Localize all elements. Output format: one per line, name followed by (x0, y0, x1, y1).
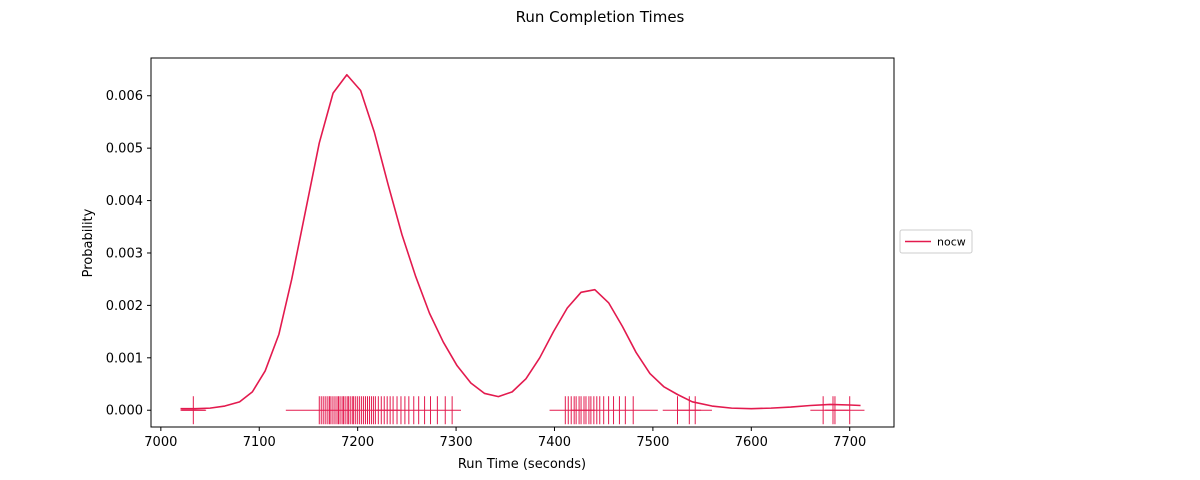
y-tick-label-6: 0.006 (106, 89, 143, 104)
x-tick-label-7100: 7100 (243, 435, 276, 450)
legend-box (899, 229, 973, 254)
y-axis-label: Probability (81, 208, 96, 277)
x-tick-label-7600: 7600 (735, 435, 768, 450)
x-tick-label-7000: 7000 (144, 435, 177, 450)
legend: nocw (899, 229, 973, 254)
y-tick-label-2: 0.002 (106, 299, 143, 314)
x-tick-label-7200: 7200 (341, 435, 374, 450)
y-tick-label-3: 0.003 (106, 246, 143, 261)
y-tick-label-1: 0.001 (106, 351, 143, 366)
x-tick-label-7400: 7400 (538, 435, 571, 450)
series-line-nocw (180, 73, 861, 410)
x-tick-label-7500: 7500 (636, 435, 669, 450)
y-tick-label-5: 0.005 (106, 142, 143, 157)
y-tick-label-4: 0.004 (106, 194, 143, 209)
x-tick-label-7700: 7700 (833, 435, 866, 450)
x-axis-label: Run Time (seconds) (458, 457, 586, 472)
legend-label-nocw: nocw (937, 236, 966, 249)
axes-frame (150, 57, 895, 428)
x-tick-label-7300: 7300 (440, 435, 473, 450)
chart-title: Run Completion Times (516, 8, 685, 26)
y-tick-label-0: 0.000 (106, 404, 143, 419)
plot-area: 7000 7100 7200 7300 7400 7500 7600 7700 0.000 0.0… (106, 57, 895, 450)
